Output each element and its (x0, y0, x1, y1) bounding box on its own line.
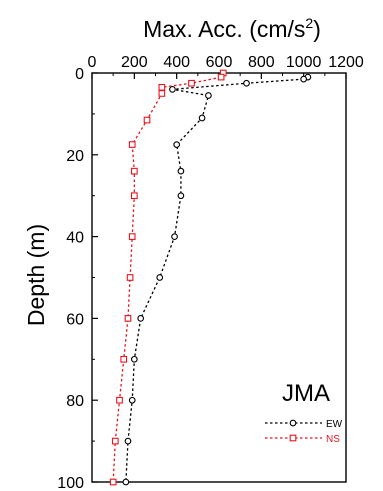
data-point-ns (116, 396, 123, 404)
data-point-ns (128, 141, 136, 148)
jma-annotation: JMA (282, 380, 330, 407)
data-point-ns (158, 83, 166, 91)
data-point-ew (205, 92, 212, 99)
data-point-ew (130, 355, 138, 363)
data-point-ew (177, 192, 185, 200)
data-point-ns (120, 355, 128, 363)
x-tick-label: 200 (121, 54, 148, 71)
data-point-ew (169, 86, 176, 93)
x-tick-label: 400 (163, 54, 190, 71)
data-point-ns (109, 478, 117, 486)
legend-marker (289, 434, 297, 442)
series-ns (109, 69, 227, 486)
data-point-ew (122, 478, 130, 486)
y-tick-label: 60 (66, 311, 84, 328)
x-tick-label: 600 (206, 54, 233, 71)
x-tick-label: 0 (88, 54, 97, 71)
legend-label: NS (326, 434, 340, 445)
y-axis-title: Depth (m) (23, 224, 49, 326)
y-tick-label: 40 (66, 230, 84, 247)
data-point-ns (130, 167, 138, 175)
x-tick-label: 800 (248, 54, 275, 71)
series-layer (109, 69, 312, 486)
legend-entry-ns: NS (265, 434, 340, 445)
data-point-ns (143, 116, 151, 124)
series-ew (122, 73, 312, 486)
data-point-ns (158, 90, 166, 97)
legend-marker (289, 419, 297, 427)
data-point-ns (124, 315, 132, 322)
data-point-ew (198, 114, 206, 122)
data-point-ns (128, 233, 136, 240)
y-tick-label: 100 (57, 475, 84, 491)
svg-text:Max. Acc. (cm/s2): Max. Acc. (cm/s2) (143, 15, 321, 42)
y-tick-label: 80 (66, 393, 84, 410)
data-point-ew (171, 233, 178, 240)
data-point-ew (124, 437, 132, 445)
data-point-ew (137, 315, 145, 322)
data-point-ns (188, 79, 195, 87)
y-tick-label: 20 (66, 148, 84, 165)
x-tick-label: 1000 (286, 54, 322, 71)
y-axis-ticks: 0 20 40 60 80 100 (57, 66, 98, 491)
series-line-ns (112, 72, 224, 483)
data-point-ew (156, 274, 164, 281)
x-tick-label: 1200 (328, 54, 364, 71)
data-point-ns (126, 274, 134, 281)
y-tick-label: 0 (75, 66, 84, 83)
data-point-ew (173, 141, 181, 148)
data-point-ew (177, 167, 185, 175)
data-point-ew (243, 79, 250, 87)
x-axis-title-close: ) (313, 16, 321, 42)
x-axis-title-superscript: 2 (305, 15, 313, 31)
data-point-ew (300, 75, 308, 83)
data-point-ns (111, 437, 119, 445)
x-axis-title-text: Max. Acc. (cm/s (143, 16, 305, 42)
x-axis-ticks: 0 200 400 600 800 1000 1200 (88, 54, 364, 79)
legend: EW NS (265, 419, 343, 445)
legend-label: EW (326, 419, 343, 430)
series-line-ew (125, 76, 309, 483)
data-point-ns (217, 73, 225, 81)
x-axis-title: Max. Acc. (cm/s2) (143, 15, 321, 42)
data-point-ew (128, 396, 136, 404)
legend-entry-ew: EW (265, 419, 343, 430)
data-point-ns (130, 192, 138, 200)
